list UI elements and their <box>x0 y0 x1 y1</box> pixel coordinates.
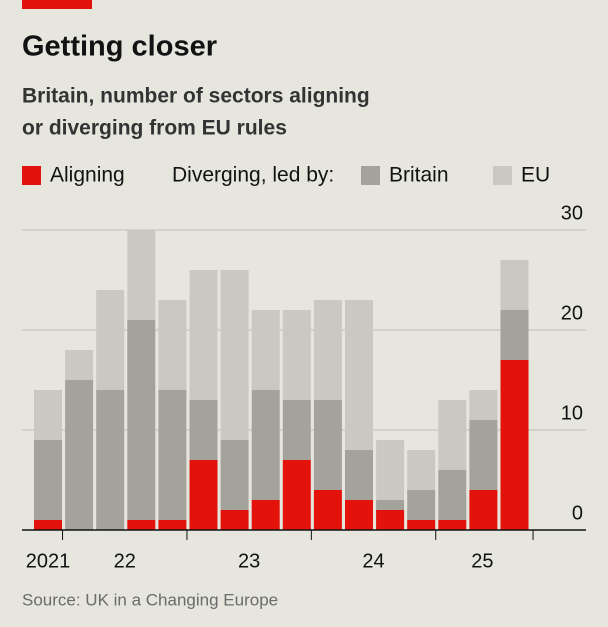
bar-segment <box>407 520 436 530</box>
bar-segment <box>438 400 467 470</box>
bar-segment <box>220 270 249 440</box>
bar-segment <box>282 400 311 460</box>
bar-segment <box>438 470 467 520</box>
bar-segment <box>313 400 342 490</box>
bar-segment <box>251 310 280 390</box>
bar-segment <box>127 230 156 320</box>
legend-label: Britain <box>389 164 449 187</box>
legend-label: EU <box>521 164 550 187</box>
bar-segment <box>438 520 467 530</box>
bar-segment <box>127 320 156 520</box>
bar-segment <box>251 500 280 530</box>
bar-segment <box>189 460 218 530</box>
bar-segment <box>345 300 373 450</box>
legend-swatch <box>22 166 41 185</box>
bar-segment <box>500 260 529 310</box>
bar-segment <box>34 390 62 440</box>
legend-label: Aligning <box>50 164 125 187</box>
bar-segment <box>189 270 218 400</box>
bar-segment <box>220 440 249 510</box>
bar-segment <box>96 290 125 390</box>
bar-segment <box>376 440 405 500</box>
bar-segment <box>158 390 187 520</box>
legend-group-label: Diverging, led by: <box>172 164 334 187</box>
x-tick-label: 22 <box>114 550 136 572</box>
brand-bar <box>22 0 92 9</box>
bar-segment <box>407 450 436 490</box>
x-tick-label: 23 <box>238 550 260 572</box>
x-tick-label: 24 <box>362 550 384 572</box>
bar-segment <box>34 520 62 530</box>
chart-title: Getting closer <box>22 31 217 63</box>
y-tick-label: 30 <box>561 202 583 224</box>
x-tick-label: 2021 <box>26 550 71 572</box>
bar-segment <box>189 400 218 460</box>
bar-segment <box>251 390 280 500</box>
bar-segment <box>469 390 498 420</box>
chart-subtitle: Britain, number of sectors aligning <box>22 85 370 108</box>
bar-segment <box>313 490 342 530</box>
legend-swatch <box>361 166 380 185</box>
bar-segment <box>313 300 342 400</box>
bar-segment <box>282 460 311 530</box>
bar-segment <box>65 380 94 530</box>
bar-segment <box>96 390 125 530</box>
y-tick-label: 10 <box>561 402 583 424</box>
bar-segment <box>158 300 187 390</box>
legend-swatch <box>493 166 512 185</box>
bar-segment <box>345 500 373 530</box>
bar-segment <box>220 510 249 530</box>
bar-segment <box>282 310 311 400</box>
bar-segment <box>376 510 405 530</box>
bar-segment <box>34 440 62 520</box>
y-tick-label: 0 <box>572 502 583 524</box>
chart-subtitle: or diverging from EU rules <box>22 117 287 140</box>
x-tick-label: 25 <box>471 550 493 572</box>
bar-segment <box>469 420 498 490</box>
bar-segment <box>500 310 529 360</box>
bar-segment <box>469 490 498 530</box>
bar-segment <box>127 520 156 530</box>
y-tick-label: 20 <box>561 302 583 324</box>
source: Source: UK in a Changing Europe <box>22 590 278 609</box>
bar-segment <box>376 500 405 510</box>
bar-segment <box>407 490 436 520</box>
bar-segment <box>65 350 94 380</box>
bar-segment <box>158 520 187 530</box>
bar-segment <box>500 360 529 530</box>
bar-segment <box>345 450 373 500</box>
